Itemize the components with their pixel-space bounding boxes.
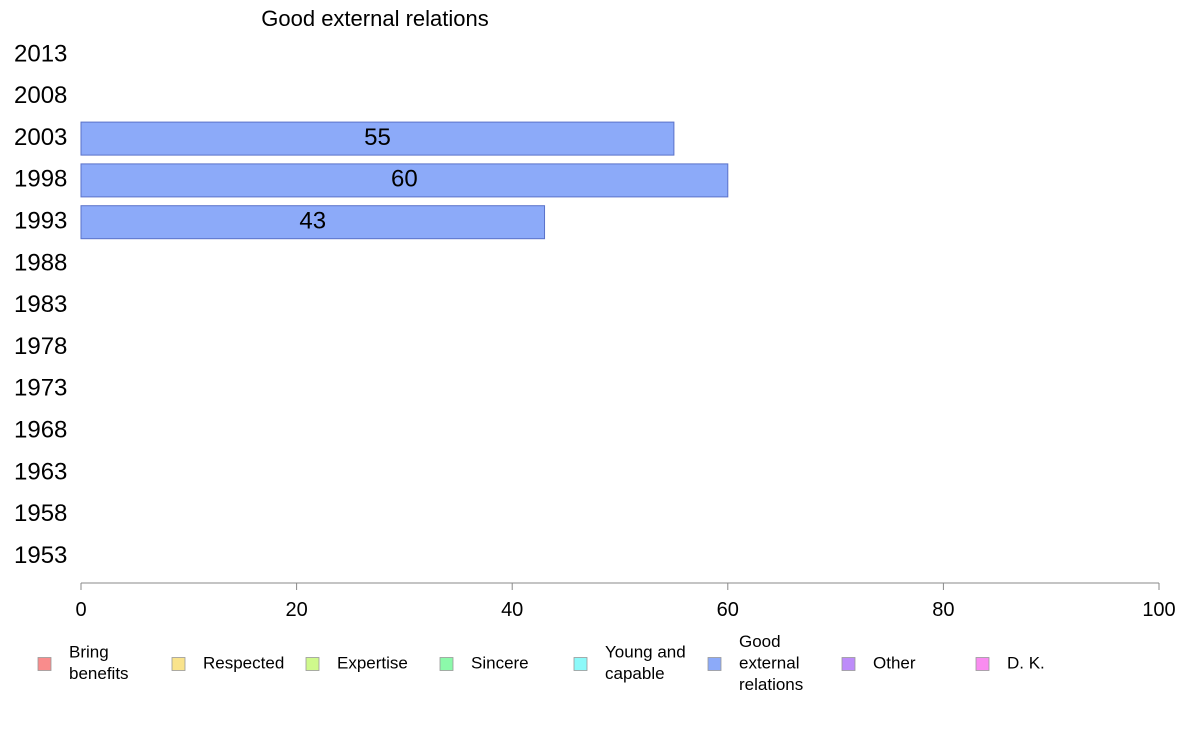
data-label: 55	[364, 124, 391, 151]
legend-item: Young and capable	[573, 643, 686, 683]
legend-swatch	[439, 657, 454, 671]
legend-label: capable	[605, 664, 665, 683]
category-label: 1958	[14, 500, 67, 527]
legend-label: relations	[739, 675, 803, 694]
x-tick-label: 40	[501, 599, 523, 621]
legend-label: Bring	[69, 643, 109, 662]
category-label: 2003	[14, 124, 67, 151]
legend-swatch	[171, 657, 186, 671]
legend-swatch	[707, 657, 722, 671]
bar	[80, 121, 675, 156]
category-label: 1978	[14, 333, 67, 360]
legend-swatch	[573, 657, 588, 671]
category-label: 1983	[14, 291, 67, 318]
legend-item: Expertise	[305, 653, 408, 672]
legend-item: Respected	[171, 653, 284, 672]
legend-swatch	[975, 657, 990, 671]
category-label: 1963	[14, 458, 67, 485]
legend-label: benefits	[69, 664, 129, 683]
legend-label: D. K.	[1007, 653, 1045, 672]
legend-label: Expertise	[337, 653, 408, 672]
x-tick-label: 80	[932, 599, 954, 621]
bar	[80, 163, 729, 198]
legend-item: Other	[841, 653, 916, 672]
category-label: 2008	[14, 82, 67, 109]
bar	[80, 205, 546, 240]
x-tick-label: 100	[1142, 599, 1175, 621]
legend: Bring benefits Respected Expertise Sincere Yo…	[37, 632, 1045, 694]
legend-label: Sincere	[471, 653, 529, 672]
legend-item: D. K.	[975, 653, 1045, 672]
category-label: 1973	[14, 375, 67, 402]
legend-label: Young and	[605, 643, 686, 662]
x-tick-label: 20	[285, 599, 307, 621]
legend-item: Sincere	[439, 653, 529, 672]
data-label: 43	[299, 208, 326, 235]
chart-title: Good external relations	[261, 6, 488, 31]
x-axis: 0 20 40 60 80 100	[75, 582, 1176, 621]
legend-label: Respected	[203, 653, 284, 672]
category-label: 1988	[14, 249, 67, 276]
category-label: 1953	[14, 542, 67, 569]
category-label: 1998	[14, 166, 67, 193]
data-label: 60	[391, 166, 418, 193]
category-label: 2013	[14, 40, 67, 67]
legend-swatch	[305, 657, 320, 671]
category-label: 1993	[14, 208, 67, 235]
x-tick-label: 0	[75, 599, 86, 621]
category-labels: 2013 2008 2003 1998 1993 1988 1983 1978 1973 1968…	[14, 40, 67, 569]
legend-label: Other	[873, 653, 916, 672]
legend-label: external	[739, 653, 799, 672]
legend-swatch	[37, 657, 52, 671]
legend-item: Good external relations	[707, 632, 803, 694]
x-tick-label: 60	[717, 599, 739, 621]
legend-item: Bring benefits	[37, 643, 129, 683]
legend-swatch	[841, 657, 856, 671]
legend-label: Good	[739, 632, 781, 651]
category-label: 1968	[14, 417, 67, 444]
